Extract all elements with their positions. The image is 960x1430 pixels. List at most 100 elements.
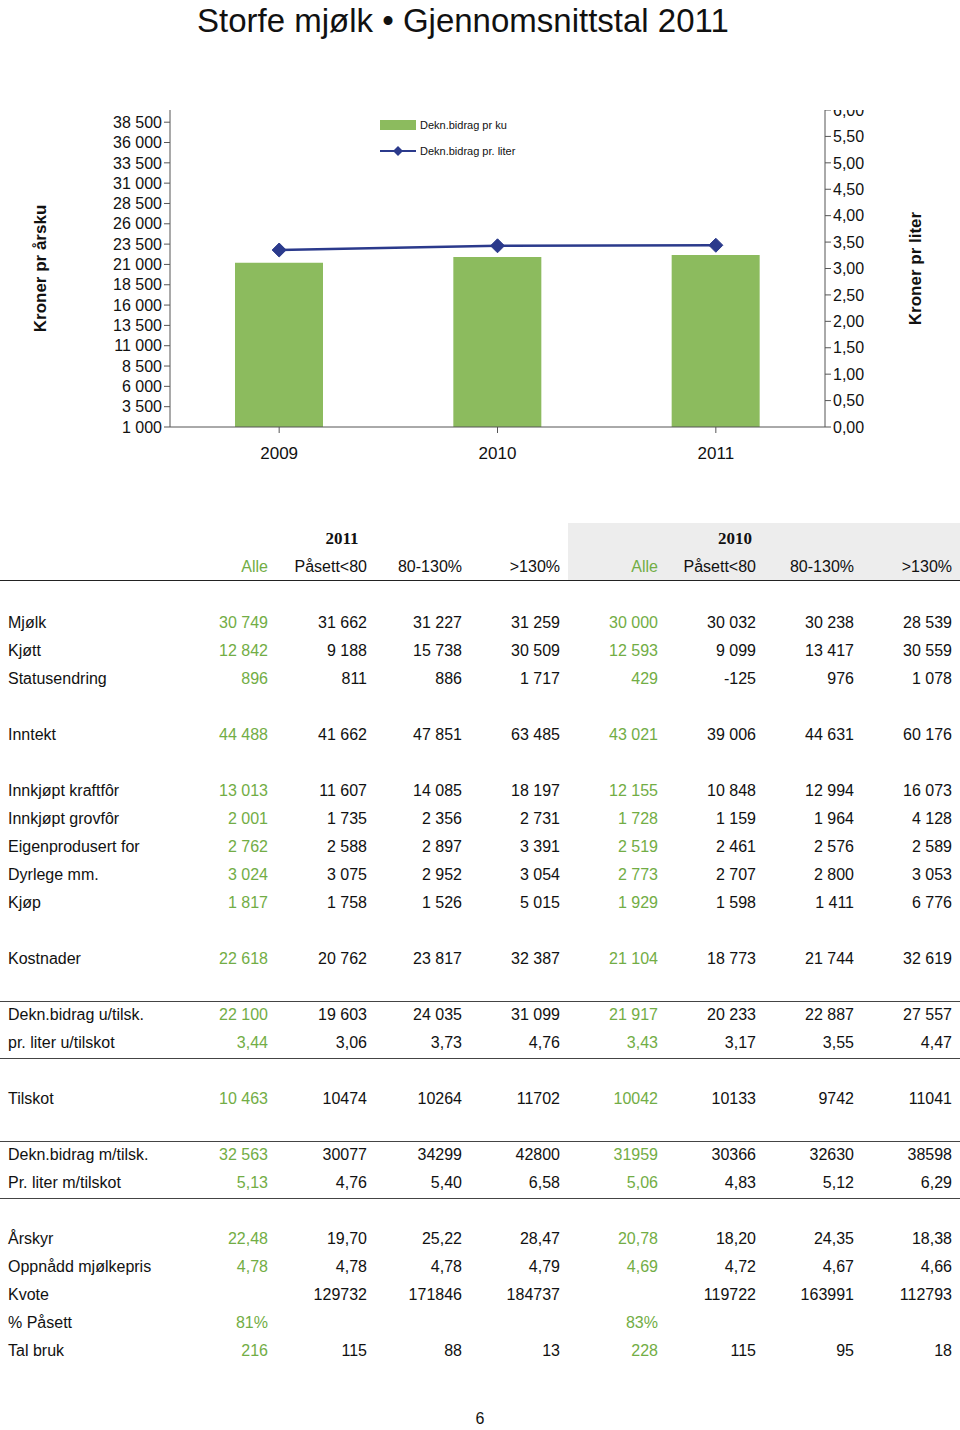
html-text:Påsett<80: Påsett<80	[294, 558, 367, 575]
svg-text:31 000: 31 000	[113, 175, 162, 192]
svg-text:13 500: 13 500	[113, 317, 162, 334]
svg-text:4,00: 4,00	[833, 207, 864, 224]
svg-text:28 500: 28 500	[113, 195, 162, 212]
html-text:12 593: 12 593	[609, 642, 658, 659]
html-text:Påsett<80: Påsett<80	[683, 558, 756, 575]
html-text:-125: -125	[724, 670, 756, 687]
html-text:60 176: 60 176	[903, 726, 952, 743]
svg-text:2,50: 2,50	[833, 287, 864, 304]
html-text:2 356: 2 356	[422, 810, 462, 827]
html-text:Eigenprodusert for: Eigenprodusert for	[8, 838, 140, 855]
html-text:9 188: 9 188	[327, 642, 367, 659]
html-text:12 155: 12 155	[609, 782, 658, 799]
html-text:30 509: 30 509	[511, 642, 560, 659]
svg-text:1 000: 1 000	[122, 419, 162, 436]
html-text:16 073: 16 073	[903, 782, 952, 799]
html-text:>130%: >130%	[901, 558, 952, 575]
html-text:Innkjøpt kraftfôr: Innkjøpt kraftfôr	[8, 782, 120, 799]
svg-text:5,50: 5,50	[833, 128, 864, 145]
svg-text:2009: 2009	[260, 444, 298, 463]
svg-text:3,00: 3,00	[833, 260, 864, 277]
svg-text:21 000: 21 000	[113, 256, 162, 273]
html-text:Mjølk: Mjølk	[8, 614, 47, 631]
html-text:886: 886	[435, 670, 462, 687]
html-text:4 128: 4 128	[912, 810, 952, 827]
html-text:12 994: 12 994	[805, 782, 854, 799]
html-text:80-130%: 80-130%	[790, 558, 854, 575]
html-text:2011: 2011	[325, 529, 359, 548]
html-text:30 238: 30 238	[805, 614, 854, 631]
svg-text:36 000: 36 000	[113, 134, 162, 151]
html-text:31 662: 31 662	[318, 614, 367, 631]
html-text:43 021: 43 021	[609, 726, 658, 743]
svg-text:Kroner pr liter: Kroner pr liter	[906, 211, 925, 325]
svg-text:2011: 2011	[698, 444, 735, 463]
html-text:15 738: 15 738	[413, 642, 462, 659]
svg-text:0,00: 0,00	[833, 419, 864, 436]
html-text:429: 429	[631, 670, 658, 687]
svg-text:6,00: 6,00	[833, 110, 864, 119]
html-text:Inntekt: Inntekt	[8, 726, 56, 743]
html-text:976: 976	[827, 670, 854, 687]
svg-text:16 000: 16 000	[113, 297, 162, 314]
html-text:30 000: 30 000	[609, 614, 658, 631]
html-text:>130%: >130%	[509, 558, 560, 575]
html-text:Statusendring: Statusendring	[8, 670, 107, 687]
html-text:9 099: 9 099	[716, 642, 756, 659]
html-text:10 848: 10 848	[707, 782, 756, 799]
svg-text:3,50: 3,50	[833, 234, 864, 251]
svg-text:11 000: 11 000	[114, 337, 162, 354]
svg-text:3 500: 3 500	[122, 398, 162, 415]
html-text:30 032: 30 032	[707, 614, 756, 631]
svg-text:0,50: 0,50	[833, 392, 864, 409]
svg-text:1,00: 1,00	[833, 366, 864, 383]
html-text:2010: 2010	[718, 529, 752, 548]
svg-text:2,00: 2,00	[833, 313, 864, 330]
html-text:Storfe mjølk • Gjennomsnittsta: Storfe mjølk • Gjennomsnittstal 2011	[197, 2, 729, 39]
svg-text:5,00: 5,00	[833, 155, 864, 172]
html-text:2 001: 2 001	[228, 810, 268, 827]
html-text:30 749: 30 749	[219, 614, 268, 631]
html-text:896: 896	[241, 670, 268, 687]
html-text:18 197: 18 197	[511, 782, 560, 799]
html-text:13 417: 13 417	[805, 642, 854, 659]
html-text:80-130%: 80-130%	[398, 558, 462, 575]
svg-text:26 000: 26 000	[113, 215, 162, 232]
html-text:1 735: 1 735	[327, 810, 367, 827]
html-text:1 728: 1 728	[618, 810, 658, 827]
svg-text:6 000: 6 000	[122, 378, 162, 395]
html-text:14 085: 14 085	[413, 782, 462, 799]
html-text:12 842: 12 842	[219, 642, 268, 659]
html-text:13 013: 13 013	[219, 782, 268, 799]
html-text:2 731: 2 731	[520, 810, 560, 827]
html-text:11 607: 11 607	[319, 782, 367, 799]
html-text:811: 811	[341, 670, 367, 687]
html-text:1 717: 1 717	[520, 670, 560, 687]
html-text:Alle: Alle	[631, 558, 658, 575]
svg-text:38 500: 38 500	[113, 114, 162, 131]
html-text:63 485: 63 485	[511, 726, 560, 743]
html-text:31 259: 31 259	[511, 614, 560, 631]
html-text:1 078: 1 078	[912, 670, 952, 687]
html-text:31 227: 31 227	[413, 614, 462, 631]
html-text:44 488: 44 488	[219, 726, 268, 743]
svg-text:8 500: 8 500	[122, 358, 162, 375]
svg-text:23 500: 23 500	[113, 236, 162, 253]
svg-text:2010: 2010	[479, 444, 517, 463]
html-text:Kjøtt: Kjøtt	[8, 642, 41, 659]
html-text:Alle: Alle	[241, 558, 268, 575]
html-text:1 159: 1 159	[716, 810, 756, 827]
svg-text:4,50: 4,50	[833, 181, 864, 198]
html-text:28 539: 28 539	[903, 614, 952, 631]
html-text:41 662: 41 662	[318, 726, 367, 743]
html-text:47 851: 47 851	[413, 726, 462, 743]
html-text:1 964: 1 964	[814, 810, 854, 827]
svg-text:1,50: 1,50	[833, 339, 864, 356]
html-text:44 631: 44 631	[805, 726, 854, 743]
svg-text:18 500: 18 500	[113, 276, 162, 293]
svg-text:Kroner pr årsku: Kroner pr årsku	[31, 205, 50, 333]
html-text:39 006: 39 006	[707, 726, 756, 743]
html-text:Innkjøpt grovfôr: Innkjøpt grovfôr	[8, 810, 120, 827]
html-text:30 559: 30 559	[903, 642, 952, 659]
svg-text:33 500: 33 500	[113, 155, 162, 172]
